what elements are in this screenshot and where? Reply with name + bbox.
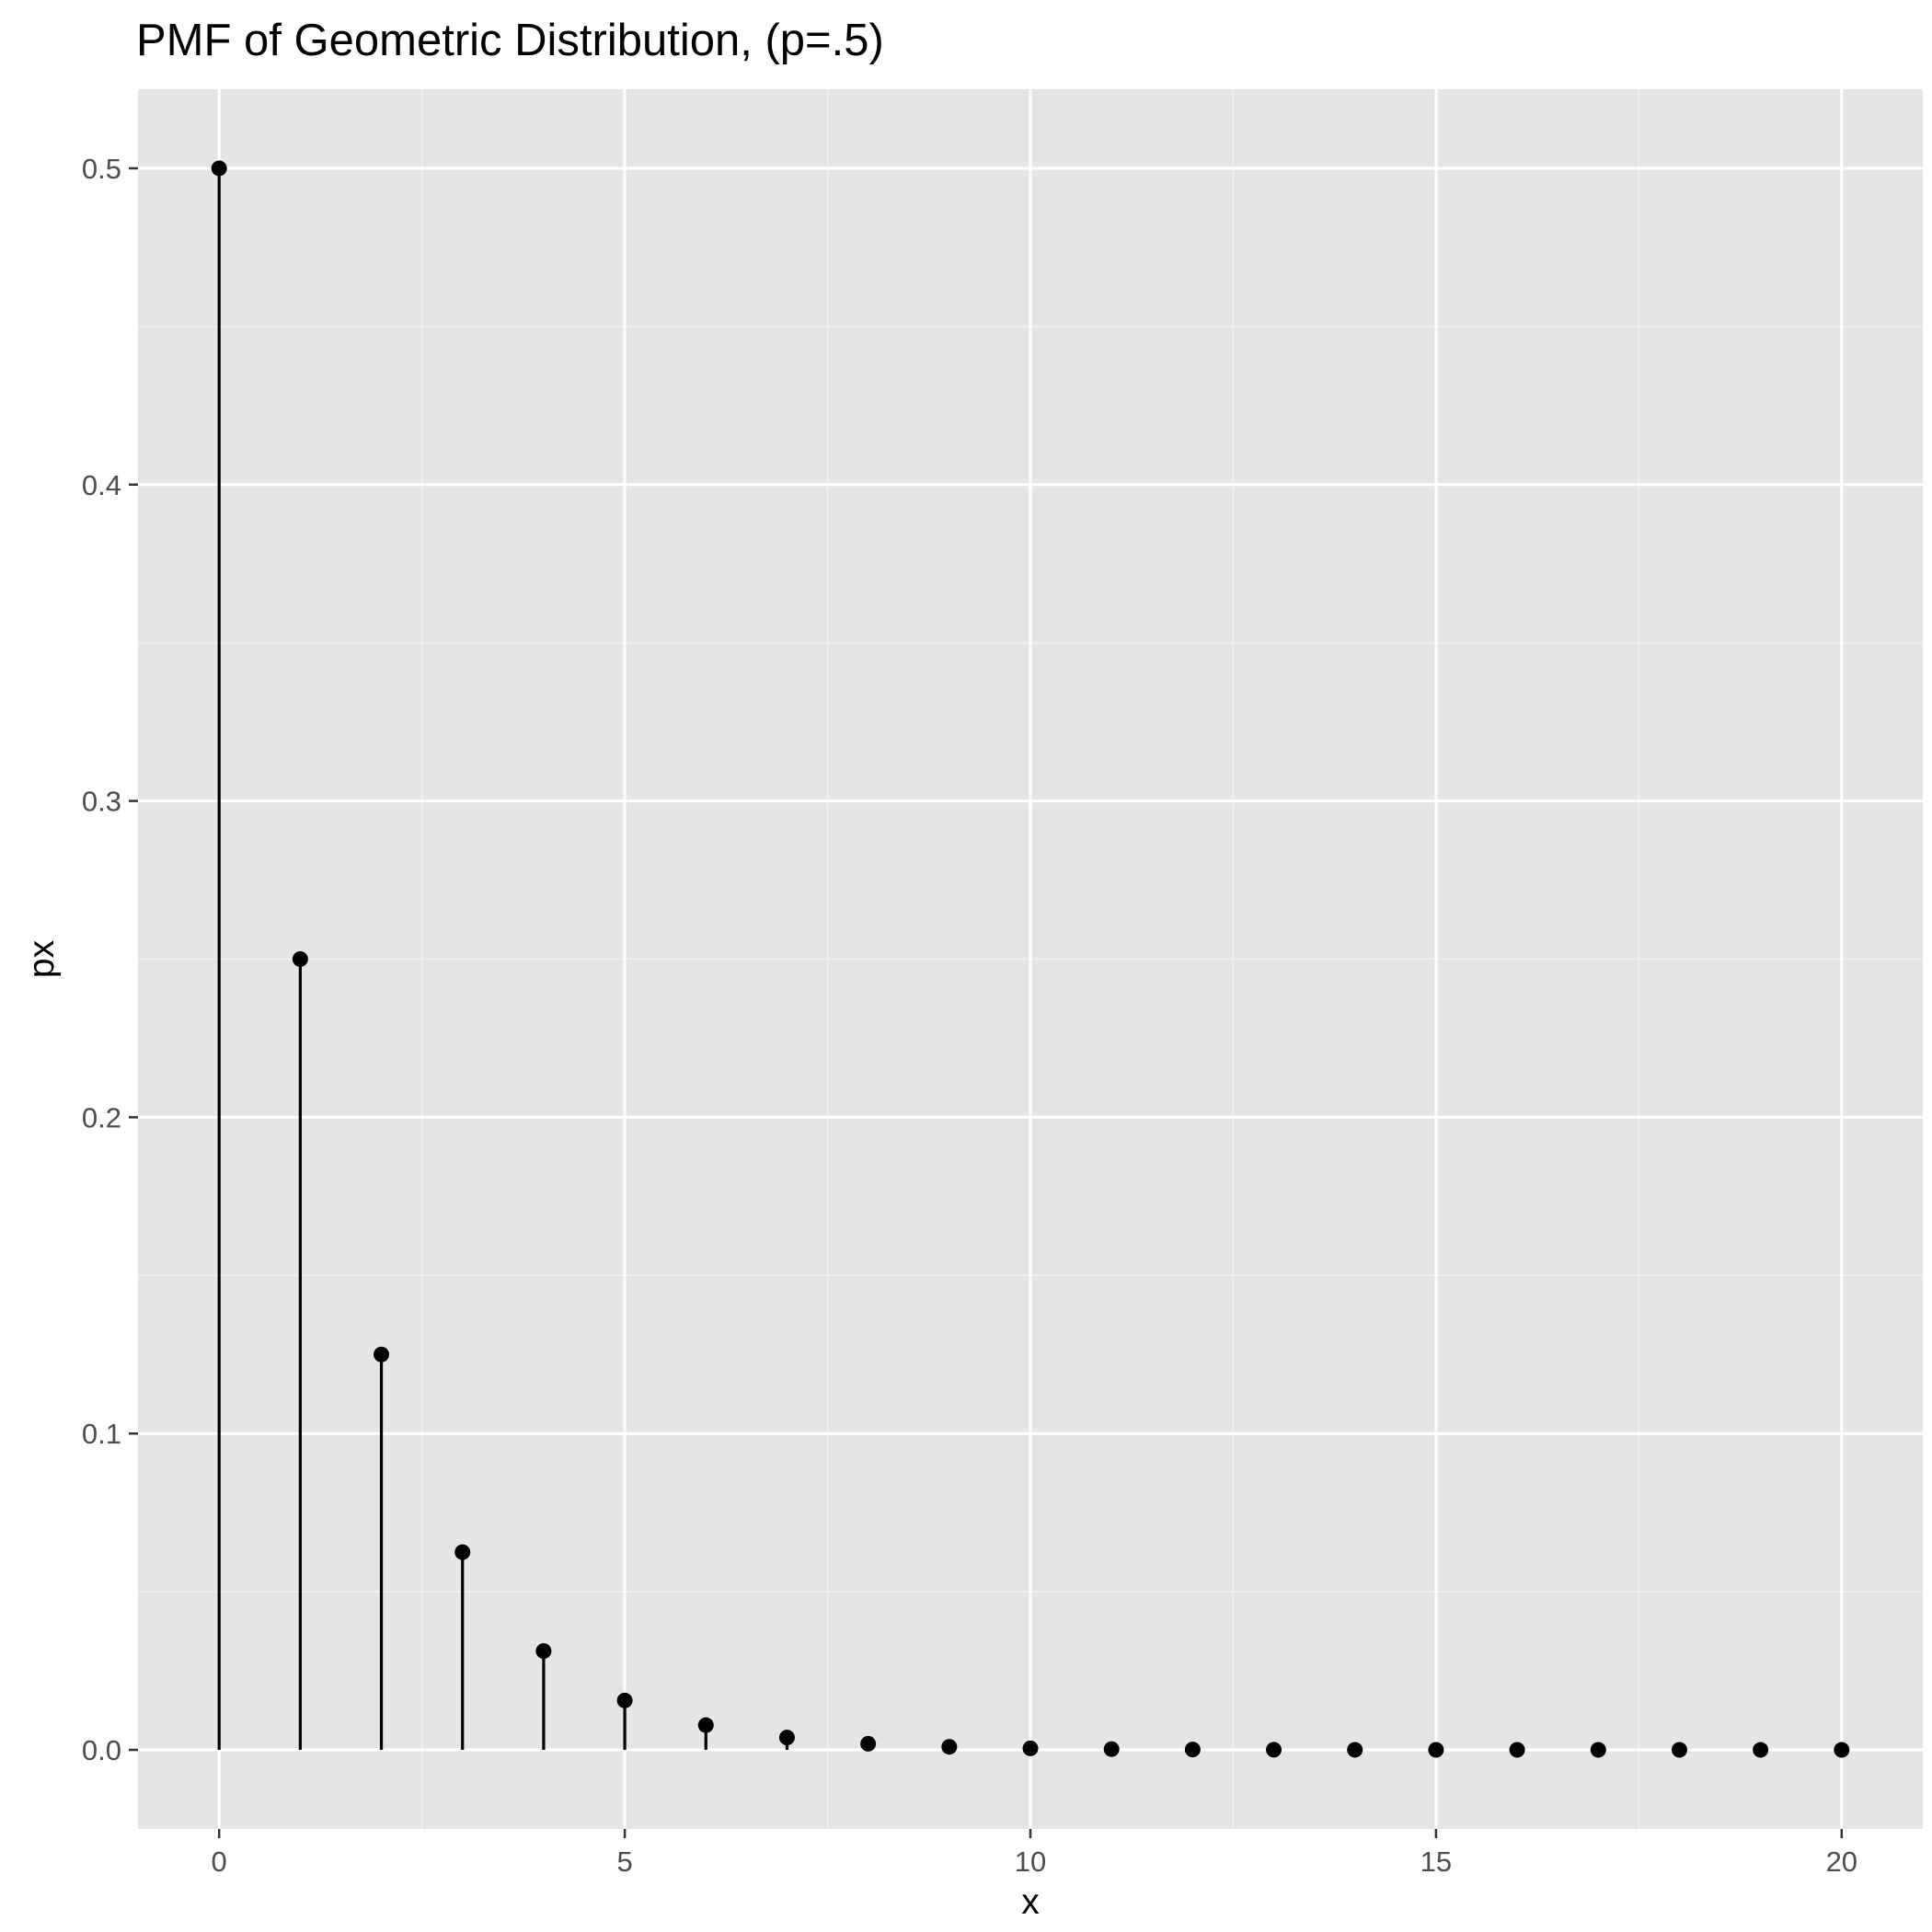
y-tick-label: 0.3 xyxy=(82,786,121,818)
x-tick-label: 10 xyxy=(1015,1846,1046,1878)
data-point xyxy=(1347,1742,1363,1758)
data-point xyxy=(1266,1742,1282,1758)
data-point xyxy=(697,1717,714,1733)
data-point xyxy=(860,1735,877,1752)
x-axis-tick-labels: 0 5 10 15 20 xyxy=(212,1846,1858,1878)
axis-ticks xyxy=(129,167,1844,1838)
x-tick-label: 0 xyxy=(212,1846,227,1878)
data-points xyxy=(211,160,1850,1758)
chart-title: PMF of Geometric Distribution, (p=.5) xyxy=(136,16,884,65)
data-point xyxy=(1671,1742,1687,1758)
data-point xyxy=(454,1544,471,1560)
data-point xyxy=(778,1730,795,1746)
y-axis-tick-labels: 0.0 0.1 0.2 0.3 0.4 0.5 xyxy=(82,153,121,1766)
x-tick-label: 5 xyxy=(616,1846,632,1878)
major-gridlines xyxy=(138,89,1923,1829)
data-point xyxy=(1509,1742,1525,1758)
x-tick-label: 20 xyxy=(1826,1846,1857,1878)
data-point xyxy=(1022,1740,1039,1756)
stem-lines xyxy=(217,167,1844,1751)
y-tick-label: 0.0 xyxy=(82,1734,121,1766)
data-point xyxy=(211,160,227,177)
y-tick-label: 0.4 xyxy=(82,469,121,501)
y-tick-label: 0.1 xyxy=(82,1418,121,1450)
data-point xyxy=(1428,1742,1444,1758)
y-axis-title: px xyxy=(22,939,62,978)
data-point xyxy=(941,1739,958,1755)
data-point xyxy=(1103,1741,1120,1757)
data-point xyxy=(1184,1742,1201,1758)
data-point xyxy=(292,951,308,967)
x-axis-title: x xyxy=(1021,1882,1040,1922)
data-point xyxy=(616,1692,633,1708)
data-point xyxy=(1590,1742,1606,1758)
y-tick-label: 0.5 xyxy=(82,153,121,185)
data-point xyxy=(1834,1742,1850,1758)
x-tick-label: 15 xyxy=(1420,1846,1452,1878)
data-point xyxy=(535,1643,552,1660)
data-point xyxy=(1753,1742,1769,1758)
y-tick-label: 0.2 xyxy=(82,1101,121,1133)
data-point xyxy=(374,1346,390,1363)
